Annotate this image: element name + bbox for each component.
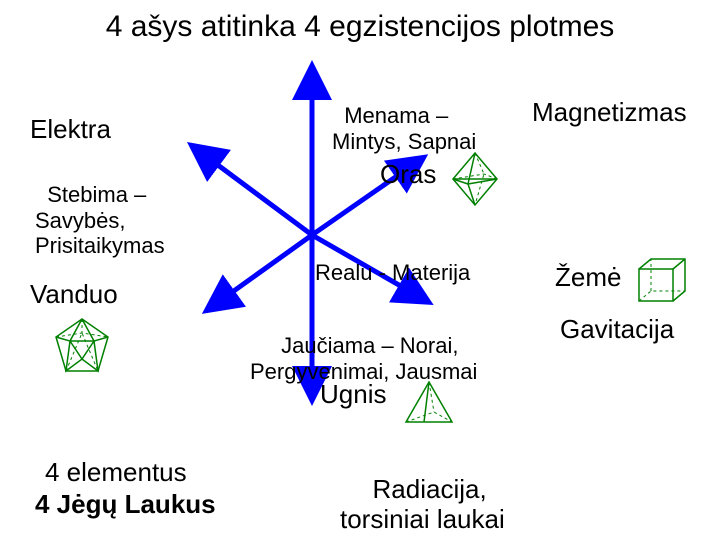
octahedron-icon xyxy=(450,150,500,208)
label-jauciama-text: Jaučiama – Norai, Pergyvenimai, Jausmai xyxy=(250,333,477,383)
label-bottom1: 4 elementus xyxy=(45,458,187,488)
label-menama-text: Menama – Mintys, Sapnai xyxy=(332,103,476,153)
icosahedron-icon xyxy=(50,315,114,379)
label-radiacija: Radiacija, torsiniai laukai xyxy=(340,445,505,535)
label-oras: Oras xyxy=(380,160,436,190)
label-zeme: Žemė xyxy=(555,263,621,293)
label-bottom2: 4 Jėgų Laukus xyxy=(35,490,216,520)
label-ugnis: Ugnis xyxy=(320,380,386,410)
label-menama: Menama – Mintys, Sapnai xyxy=(332,78,476,154)
cube-icon xyxy=(635,255,689,305)
label-vanduo: Vanduo xyxy=(30,280,118,310)
label-realu: Realu - Materija xyxy=(315,260,470,285)
label-stebima: Stebima – Savybės, Prisitaikymas xyxy=(35,157,165,258)
label-gavitacija: Gavitacija xyxy=(560,315,674,345)
label-jauciama: Jaučiama – Norai, Pergyvenimai, Jausmai xyxy=(250,308,477,384)
label-stebima-text: Stebima – Savybės, Prisitaikymas xyxy=(35,182,165,258)
label-radiacija-text: Radiacija, torsiniai laukai xyxy=(340,474,505,534)
tetrahedron-icon xyxy=(402,378,456,428)
label-elektra: Elektra xyxy=(30,115,111,145)
label-magnetizmas: Magnetizmas xyxy=(532,98,687,128)
